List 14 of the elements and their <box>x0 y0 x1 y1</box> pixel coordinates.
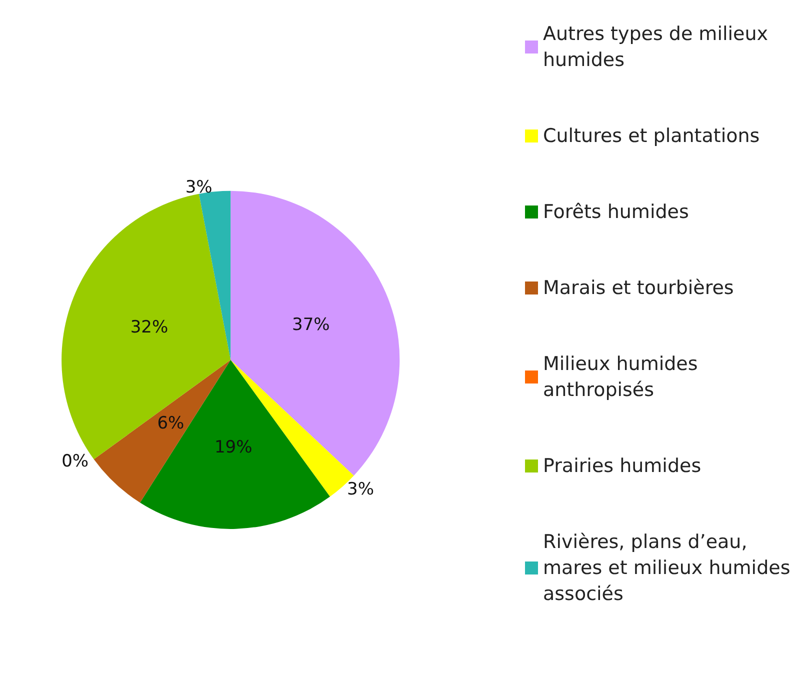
legend-label: Cultures et plantations <box>543 125 760 147</box>
legend-label: Marais et tourbières <box>543 277 734 299</box>
data-label: 37% <box>292 315 330 336</box>
data-label: 6% <box>157 414 184 434</box>
text: 0% <box>62 452 89 472</box>
data-label: 19% <box>214 437 252 458</box>
legend-label: Milieux humides anthropisés <box>543 353 704 401</box>
legend-label: Forêts humides <box>543 201 689 223</box>
data-label: 3% <box>347 480 374 500</box>
legend-label: Rivières, plans d’eau, mares et milieux humides associés <box>543 531 796 605</box>
legend-label: Prairies humides <box>543 455 702 477</box>
legend-label: Autres types de milieux humides <box>543 23 774 71</box>
data-label: 32% <box>130 318 168 338</box>
data-label: 3% <box>185 178 212 198</box>
